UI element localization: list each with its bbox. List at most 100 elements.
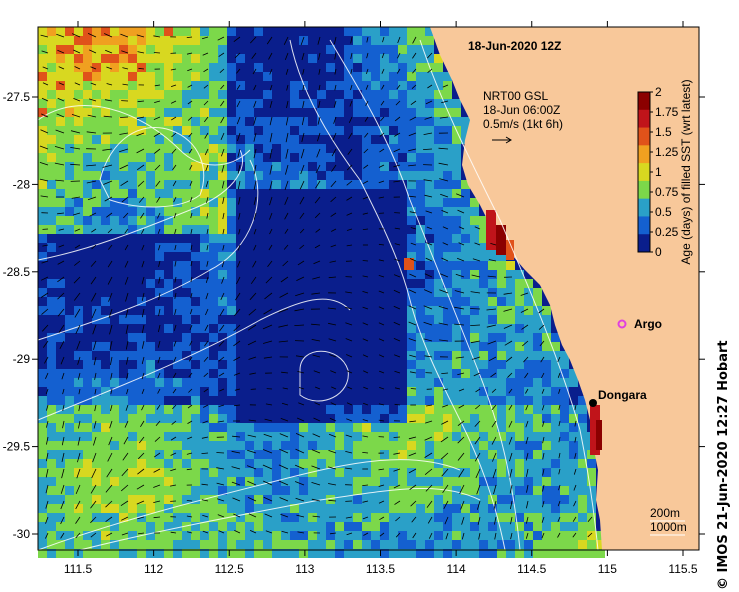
sst-pixel	[434, 126, 443, 135]
sst-pixel	[65, 495, 74, 504]
current-vector	[328, 450, 337, 454]
sst-pixel	[425, 198, 434, 207]
current-vector	[346, 164, 353, 171]
sst-pixel	[74, 54, 83, 63]
current-vector	[173, 340, 177, 347]
sst-pixel	[551, 486, 560, 495]
sst-pixel	[182, 99, 191, 108]
sst-pixel	[533, 522, 542, 531]
sst-pixel	[398, 126, 407, 135]
current-vector	[492, 468, 497, 479]
depth-legend-1000m: 1000m	[650, 520, 687, 534]
sst-pixel	[587, 549, 596, 558]
current-vector	[253, 116, 257, 125]
sst-pixel	[479, 342, 488, 351]
sst-pixel	[506, 261, 515, 270]
sst-pixel	[38, 522, 47, 531]
sst-pixel	[389, 27, 398, 36]
sst-pixel	[335, 414, 344, 423]
sst-pixel	[398, 72, 407, 81]
sst-pixel	[281, 171, 290, 180]
sst-pixel	[434, 342, 443, 351]
sst-pixel	[38, 549, 47, 558]
sst-pixel	[74, 27, 83, 36]
current-vector	[440, 193, 449, 198]
sst-pixel	[56, 459, 65, 468]
sst-pixel	[191, 396, 200, 405]
sst-pixel	[56, 450, 65, 459]
sst-pixel	[506, 441, 515, 450]
sst-pixel	[443, 441, 452, 450]
current-vector	[58, 66, 65, 70]
current-vector	[105, 516, 113, 523]
sst-pixel	[218, 144, 227, 153]
current-vector	[75, 516, 81, 524]
sst-pixel	[353, 126, 362, 135]
current-vector	[137, 51, 145, 54]
sst-pixel	[425, 135, 434, 144]
sst-pixel	[182, 126, 191, 135]
sst-pixel	[353, 450, 362, 459]
sst-pixel	[254, 162, 263, 171]
sst-pixel	[155, 144, 164, 153]
sst-pixel	[479, 378, 488, 387]
sst-pixel	[209, 540, 218, 549]
sst-pixel	[191, 504, 200, 513]
sst-pixel	[263, 531, 272, 540]
current-vector	[294, 481, 305, 486]
sst-pixel	[317, 513, 326, 522]
sst-pixel	[245, 450, 254, 459]
current-vector	[396, 68, 401, 74]
current-vector	[472, 356, 481, 360]
sst-pixel	[173, 297, 182, 306]
current-vector	[86, 164, 97, 167]
sst-pixel	[128, 432, 137, 441]
current-vector	[299, 196, 305, 205]
current-vector	[264, 418, 273, 422]
sst-pixel	[200, 477, 209, 486]
sst-pixel	[596, 531, 605, 540]
sst-pixel	[416, 333, 425, 342]
sst-pixel	[380, 486, 389, 495]
sst-pixel	[110, 90, 119, 99]
sst-pixel	[452, 144, 461, 153]
sst-pixel	[434, 288, 443, 297]
sst-pixel	[92, 396, 101, 405]
current-vector	[237, 164, 241, 174]
current-vector	[378, 322, 385, 326]
sst-pixel	[479, 315, 488, 324]
sst-pixel	[281, 486, 290, 495]
current-vector	[120, 33, 129, 38]
sst-pixel	[515, 495, 524, 504]
sst-pixel	[56, 306, 65, 315]
sst-pixel	[191, 531, 200, 540]
sst-pixel	[371, 72, 380, 81]
sst-pixel	[128, 117, 137, 126]
sst-pixel	[47, 522, 56, 531]
sst-pixel	[317, 90, 326, 99]
current-vector	[284, 196, 289, 205]
sst-pixel	[335, 180, 344, 189]
sst-pixel	[407, 486, 416, 495]
current-vector	[55, 129, 65, 134]
current-vector	[170, 484, 177, 487]
sst-pixel	[263, 495, 272, 504]
sst-pixel	[380, 477, 389, 486]
sst-pixel	[497, 513, 506, 522]
current-vector	[45, 372, 49, 379]
sst-pixel	[146, 504, 155, 513]
sst-pixel	[524, 441, 533, 450]
sst-pixel	[560, 513, 569, 522]
sst-pixel	[200, 243, 209, 252]
sst-pixel	[353, 531, 362, 540]
sst-pixel	[434, 513, 443, 522]
current-vector	[279, 433, 289, 438]
current-vector	[525, 404, 529, 411]
sst-pixel	[83, 459, 92, 468]
sst-pixel	[542, 324, 551, 333]
sst-pixel	[146, 90, 155, 99]
current-vector	[362, 275, 369, 278]
y-tick-label: -28.5	[3, 265, 31, 279]
sst-pixel	[407, 306, 416, 315]
sst-pixel	[299, 144, 308, 153]
